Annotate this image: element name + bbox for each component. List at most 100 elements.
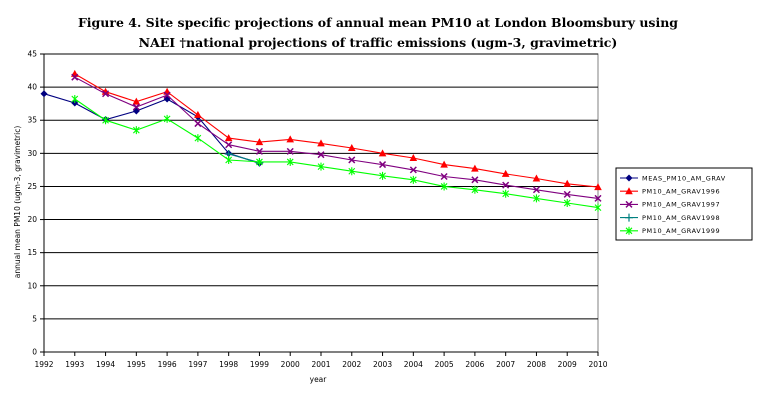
x-tick-label: 2010 (588, 360, 607, 369)
data-point (471, 176, 479, 184)
data-point (256, 157, 263, 166)
y-tick-label: 40 (27, 83, 37, 92)
legend-label: PM10_AM_GRAV1996 (642, 188, 720, 196)
data-point (255, 147, 263, 155)
axes (40, 53, 599, 356)
x-tick-label: 2005 (435, 360, 454, 369)
y-tick-label: 25 (27, 182, 37, 191)
data-point (594, 203, 602, 212)
legend-item: PM10_AM_GRAV1999 (620, 226, 720, 235)
data-point (625, 200, 633, 208)
legend-item: PM10_AM_GRAV1997 (620, 201, 720, 209)
legend-item: PM10_AM_GRAV1996 (620, 187, 720, 196)
data-point (409, 153, 418, 161)
x-tick-label: 1997 (188, 360, 207, 369)
y-tick-label: 35 (27, 116, 37, 125)
data-point (532, 186, 540, 194)
chart-title-line-1: Figure 4. Site specific projections of a… (78, 15, 678, 30)
x-tick-label: 2004 (404, 360, 423, 369)
y-tick-label: 5 (32, 314, 37, 323)
data-point (194, 134, 202, 143)
data-point (625, 213, 633, 222)
data-point (502, 189, 510, 198)
data-point (440, 160, 448, 168)
series-pm10-am-grav1999 (71, 95, 602, 212)
data-point (409, 175, 417, 184)
x-tick-label: 2000 (281, 360, 300, 369)
gridlines (44, 53, 598, 320)
data-point (625, 226, 633, 235)
data-point (286, 135, 295, 143)
series-pm10-am-grav1997 (71, 73, 602, 202)
data-point (225, 155, 233, 164)
legend-label: PM10_AM_GRAV1998 (642, 214, 720, 222)
legend-item: PM10_AM_GRAV1998 (620, 213, 720, 222)
data-point (317, 151, 325, 159)
data-point (501, 169, 510, 177)
y-tick-label: 20 (27, 215, 37, 224)
data-point (348, 156, 356, 164)
data-point (132, 126, 140, 135)
y-tick-label: 45 (27, 50, 37, 59)
x-tick-label: 2009 (558, 360, 577, 369)
x-tick-label: 2007 (496, 360, 515, 369)
y-tick-label: 10 (27, 281, 37, 290)
x-tick-label: 1992 (34, 360, 53, 369)
data-point (533, 194, 540, 203)
y-tick-label: 15 (27, 248, 37, 257)
x-tick-label: 1994 (96, 360, 115, 369)
data-point (102, 90, 110, 98)
x-tick-label: 2003 (373, 360, 392, 369)
data-point (40, 90, 48, 98)
legend-item: MEAS_PM10_AM_GRAV (620, 174, 726, 182)
data-point (532, 174, 541, 182)
x-tick-label: 1995 (127, 360, 146, 369)
data-point (317, 162, 325, 171)
data-point (225, 141, 233, 149)
chart-title-line-2: NAEI †national projections of traffic em… (139, 35, 618, 50)
data-point (163, 91, 171, 99)
series-line (74, 73, 599, 188)
legend-label: PM10_AM_GRAV1997 (642, 201, 720, 209)
data-point (594, 183, 602, 191)
data-point (255, 138, 264, 146)
data-point (347, 144, 356, 152)
data-point (440, 182, 448, 191)
data-point (625, 174, 633, 182)
x-tick-label: 2001 (311, 360, 330, 369)
data-point (378, 149, 387, 157)
legend: MEAS_PM10_AM_GRAV PM10_AM_GRAV1996 PM10_AM… (615, 167, 753, 241)
series-line (74, 98, 599, 209)
data-point (379, 161, 387, 169)
data-point (163, 114, 171, 123)
data-point (224, 134, 233, 142)
series-layer (40, 69, 602, 212)
x-axis-title: year (310, 375, 328, 384)
y-axis-title: annual mean PM10 (ugm-3, gravimetric) (13, 126, 22, 279)
data-point (102, 116, 109, 125)
y-tick-label: 0 (32, 348, 37, 357)
x-tick-label: 1993 (65, 360, 84, 369)
chart-title: Figure 4. Site specific projections of a… (78, 15, 678, 50)
data-point (317, 139, 325, 147)
data-point (563, 190, 571, 198)
data-point (71, 95, 79, 104)
data-point (132, 97, 141, 105)
x-tick-label: 1998 (219, 360, 238, 369)
series-line (74, 76, 599, 199)
legend-label: MEAS_PM10_AM_GRAV (642, 174, 726, 182)
data-point (625, 187, 633, 195)
data-point (71, 73, 79, 81)
y-tick-label: 30 (27, 149, 37, 158)
data-point (286, 157, 294, 166)
data-point (194, 110, 202, 118)
data-point (379, 171, 386, 180)
data-point (194, 120, 202, 128)
tick-labels: 0 5 10 15 20 25 30 35 40 45 1992 1993 1994 1995 1996 19… (27, 50, 607, 370)
data-point (132, 103, 140, 111)
data-point (471, 185, 479, 194)
data-point (471, 164, 479, 172)
series-line (43, 93, 260, 164)
